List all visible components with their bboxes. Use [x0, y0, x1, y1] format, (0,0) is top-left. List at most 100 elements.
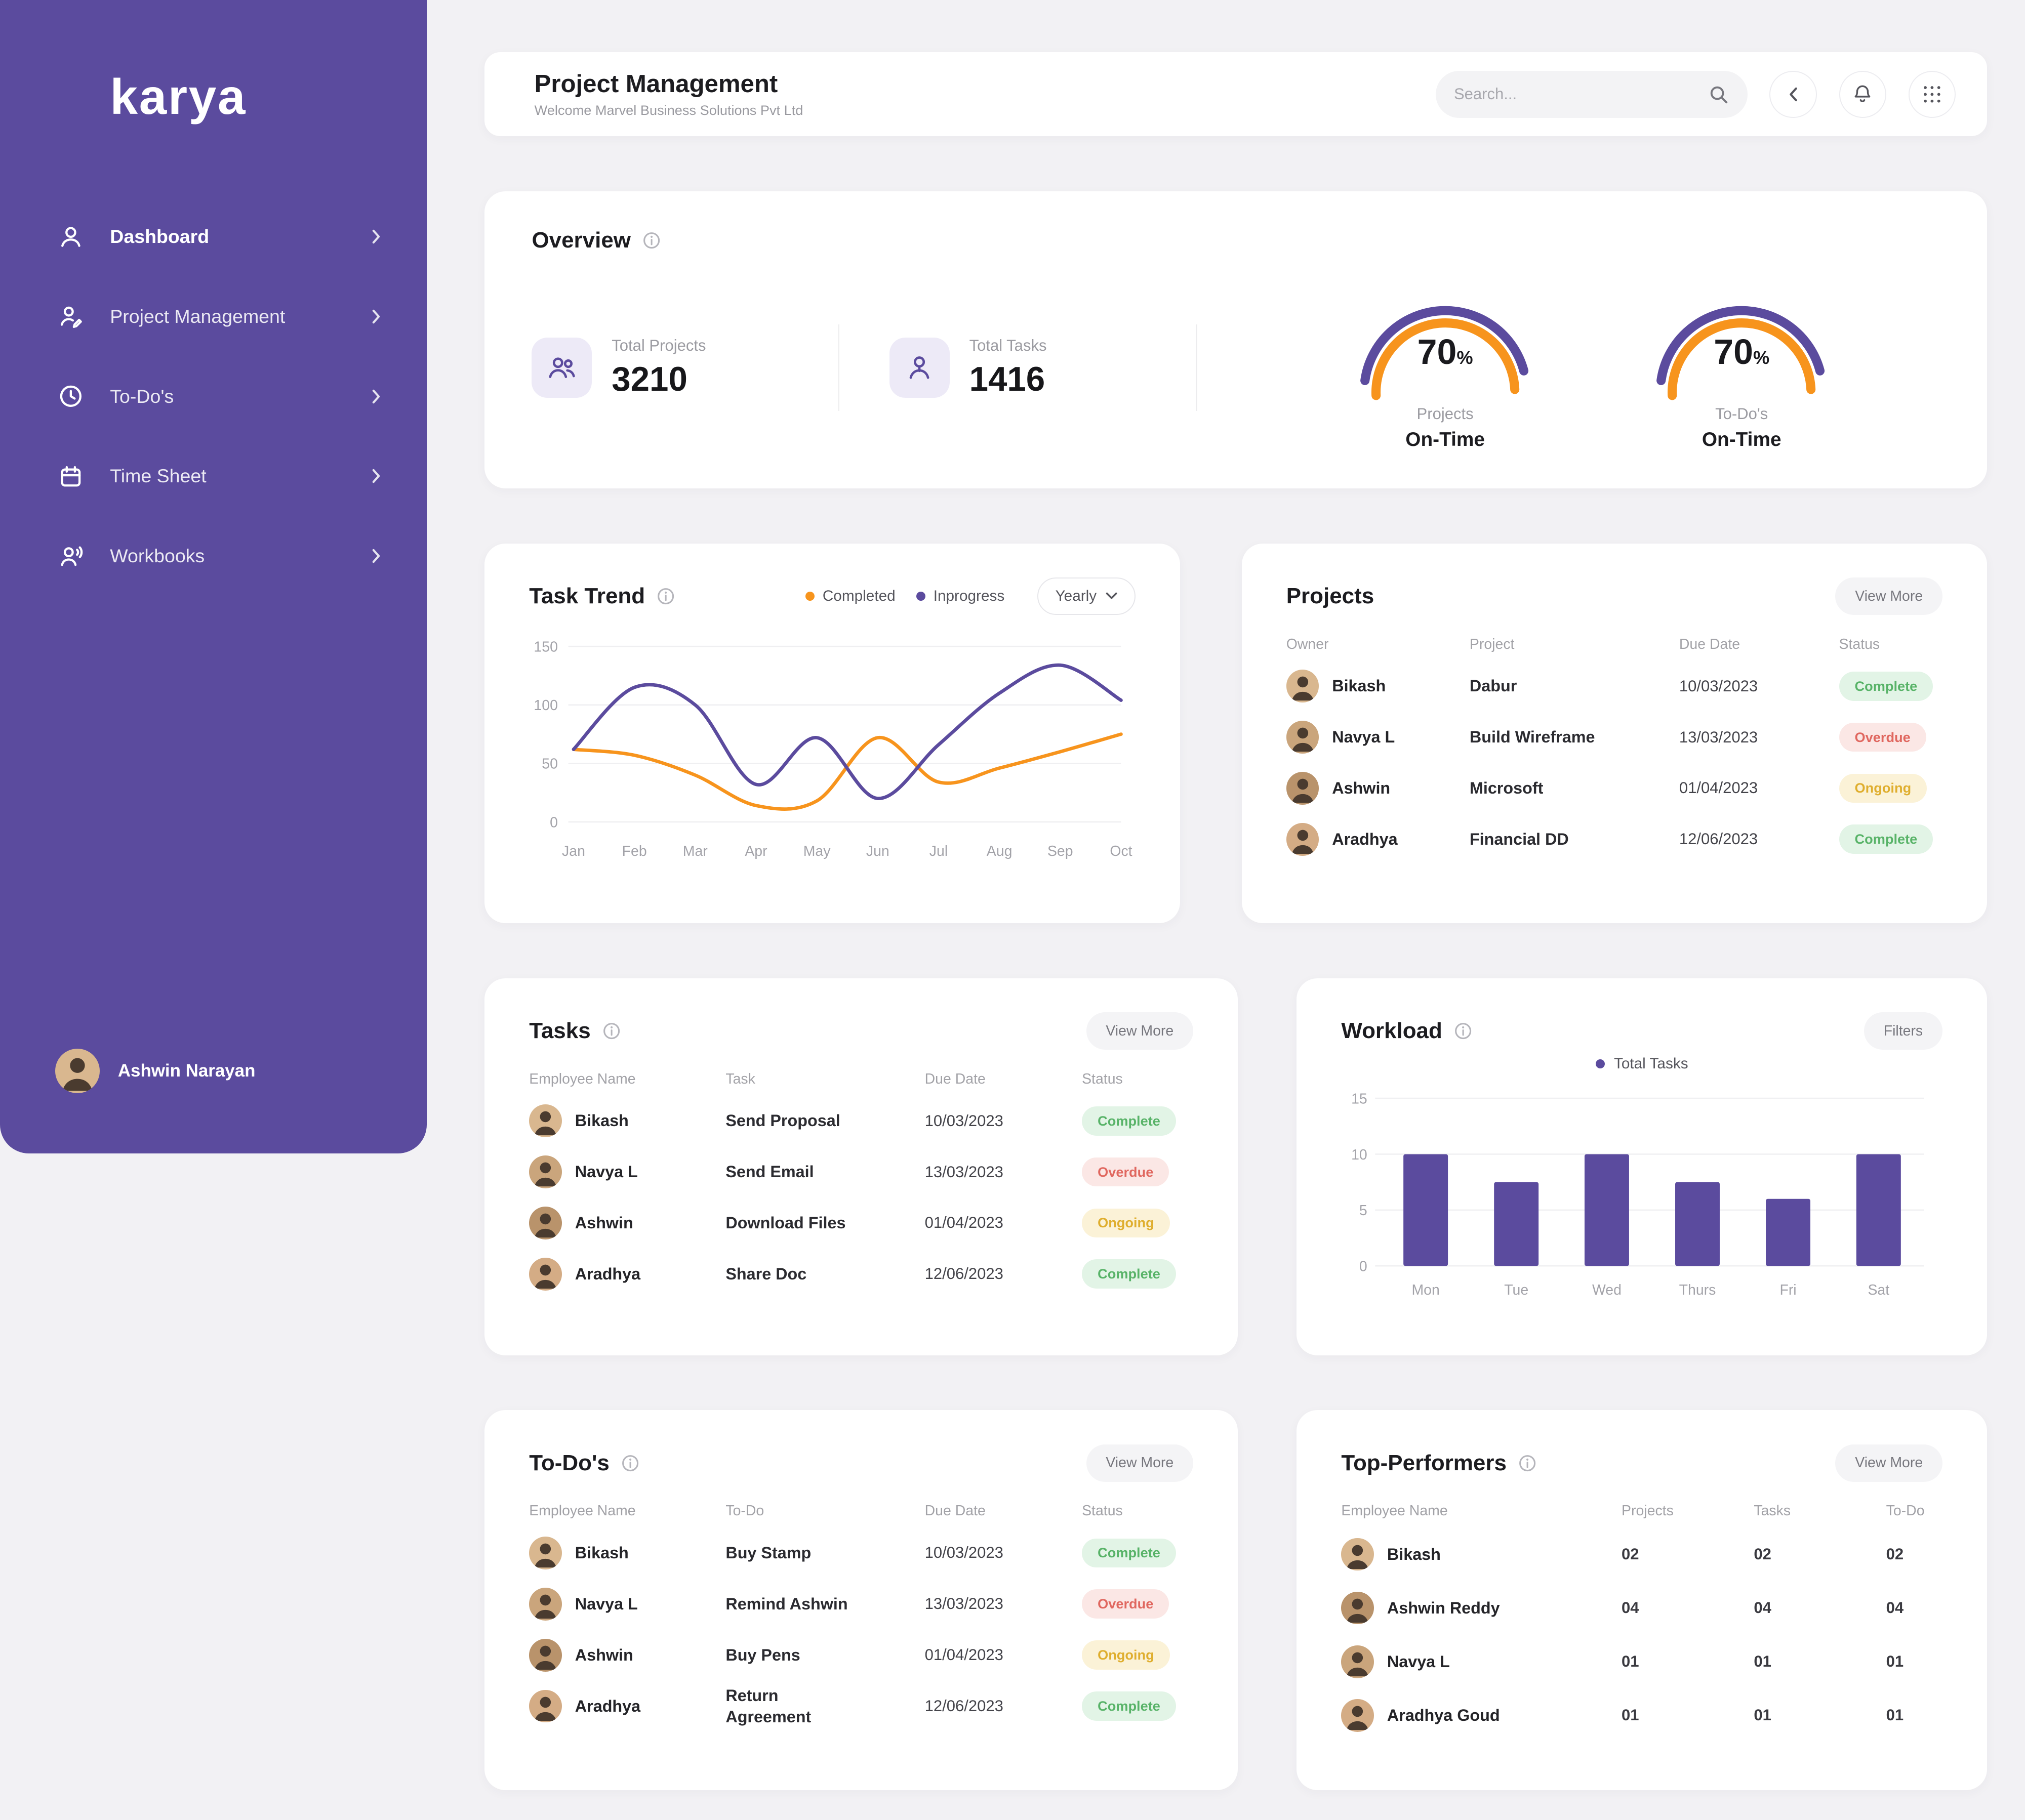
info-icon[interactable]: [621, 1454, 639, 1472]
info-icon[interactable]: [602, 1022, 621, 1040]
info-icon[interactable]: [642, 231, 661, 250]
status-badge: Complete: [1082, 1106, 1176, 1136]
search-icon[interactable]: [1708, 84, 1729, 105]
divider: [1196, 324, 1197, 411]
avatar: [1341, 1591, 1374, 1625]
due-date: 10/03/2023: [924, 1111, 1003, 1130]
due-date: 10/03/2023: [1679, 677, 1758, 695]
svg-text:0: 0: [550, 814, 558, 831]
gauge-arc: [1360, 306, 1528, 400]
collapse-button[interactable]: [1769, 70, 1817, 118]
employee-name: Aradhya: [575, 1264, 641, 1283]
avatar: [55, 1049, 100, 1094]
svg-text:Jan: Jan: [562, 843, 585, 859]
info-icon[interactable]: [657, 587, 675, 605]
total-projects-stat: Total Projects 3210: [532, 337, 788, 399]
table-row: Aradhya Goud 01 01 01: [1341, 1688, 1942, 1742]
notifications-button[interactable]: [1839, 70, 1886, 118]
total-tasks-label: Total Tasks: [969, 336, 1047, 354]
avatar: [1286, 823, 1319, 856]
user-profile[interactable]: Ashwin Narayan: [55, 1049, 255, 1094]
table-row: Ashwin Download Files 01/04/2023 Ongoing: [529, 1197, 1193, 1249]
status-badge: Complete: [1839, 824, 1933, 854]
status-badge: Complete: [1839, 671, 1933, 701]
status-badge: Overdue: [1082, 1157, 1169, 1187]
svg-text:Feb: Feb: [622, 843, 647, 859]
sidebar-item-time-sheet[interactable]: Time Sheet: [0, 446, 427, 506]
todo-count: 04: [1886, 1599, 1904, 1617]
dashboard-icon: [58, 224, 84, 250]
status-badge: Ongoing: [1082, 1640, 1170, 1670]
employee-name: Navya L: [575, 1594, 638, 1613]
gauge-sublabel: On-Time: [1405, 428, 1485, 450]
view-more-button[interactable]: View More: [1086, 1444, 1194, 1482]
chevron-right-icon: [370, 309, 383, 324]
column-header: Due Date: [1679, 636, 1740, 652]
project-name: Microsoft: [1469, 778, 1544, 797]
column-header: Tasks: [1754, 1503, 1791, 1519]
sidebar: karya Dashboard Project Management To-D: [0, 0, 427, 1154]
gauge-label: Projects: [1416, 405, 1474, 423]
workbooks-icon: [58, 543, 84, 569]
sidebar-item-todos[interactable]: To-Do's: [0, 366, 427, 427]
employee-name: Navya L: [1387, 1652, 1450, 1671]
task-name: Send Proposal: [725, 1111, 840, 1130]
column-header: Task: [725, 1070, 755, 1087]
svg-text:50: 50: [542, 756, 558, 772]
sidebar-item-label: Workbooks: [110, 545, 205, 567]
legend-label: Total Tasks: [1613, 1055, 1688, 1072]
info-icon[interactable]: [1454, 1022, 1472, 1040]
sidebar-item-dashboard[interactable]: Dashboard: [0, 206, 427, 267]
status-badge: Complete: [1082, 1691, 1176, 1721]
project-name: Build Wireframe: [1469, 728, 1595, 747]
range-select[interactable]: Yearly: [1037, 577, 1136, 615]
task-trend-chart: 0 50 100 150 Jan Feb Mar Apr May Jun Jul Aug Sep Oct: [534, 639, 1132, 860]
task-name: Send Email: [725, 1163, 814, 1181]
avatar: [529, 1257, 562, 1291]
employee-name: Bikash: [575, 1111, 629, 1130]
employee-name: Ashwin Reddy: [1387, 1598, 1500, 1617]
avatar: [1286, 721, 1319, 754]
column-header: Employee Name: [1341, 1503, 1448, 1519]
calendar-icon: [58, 463, 84, 489]
view-more-button[interactable]: View More: [1835, 1444, 1942, 1482]
table-row: Navya L Build Wireframe 13/03/2023 Overd…: [1286, 712, 1942, 763]
info-icon[interactable]: [1518, 1454, 1536, 1472]
avatar: [529, 1104, 562, 1137]
avatar: [529, 1689, 562, 1723]
sidebar-item-workbooks[interactable]: Workbooks: [0, 526, 427, 586]
column-header: Owner: [1286, 636, 1329, 652]
column-header: Project: [1469, 636, 1515, 652]
filters-button[interactable]: Filters: [1864, 1012, 1942, 1050]
task-trend-card: Task Trend Completed Inprogress Yearly 0…: [484, 543, 1181, 923]
page-header: Project Management Welcome Marvel Busine…: [484, 52, 1987, 137]
karya-logo: karya: [110, 68, 247, 125]
owner-name: Ashwin: [1332, 778, 1391, 797]
employee-name: Aradhya: [575, 1697, 641, 1715]
total-projects-icon: [532, 337, 592, 398]
task-trend-title: Task Trend: [529, 584, 645, 609]
todos-table: Employee Name To-Do Due Date Status Bika…: [529, 1503, 1193, 1731]
view-more-button[interactable]: View More: [1086, 1012, 1194, 1050]
avatar: [1286, 772, 1319, 805]
search-bar: [1435, 70, 1748, 118]
avatar: [529, 1537, 562, 1569]
total-projects-label: Total Projects: [612, 336, 706, 354]
column-header: Projects: [1622, 1503, 1674, 1519]
tasks-count: 02: [1754, 1545, 1771, 1563]
gauge-sublabel: On-Time: [1702, 428, 1781, 450]
apps-button[interactable]: [1908, 70, 1956, 118]
svg-text:Aug: Aug: [987, 843, 1012, 859]
sidebar-item-label: Time Sheet: [110, 465, 207, 487]
gauge-label: To-Do's: [1715, 405, 1768, 423]
search-input[interactable]: [1453, 85, 1708, 104]
todos-ontime-gauge: 70% To-Do's On-Time: [1643, 284, 1840, 450]
table-row: Bikash Send Proposal 10/03/2023 Complete: [529, 1095, 1193, 1146]
project-name: Financial DD: [1469, 830, 1569, 848]
chevron-right-icon: [370, 548, 383, 564]
total-projects-value: 3210: [612, 360, 687, 399]
workload-legend: Total Tasks: [1341, 1055, 1942, 1072]
view-more-button[interactable]: View More: [1835, 577, 1942, 615]
status-badge: Complete: [1082, 1538, 1176, 1568]
sidebar-item-project-management[interactable]: Project Management: [0, 286, 427, 347]
